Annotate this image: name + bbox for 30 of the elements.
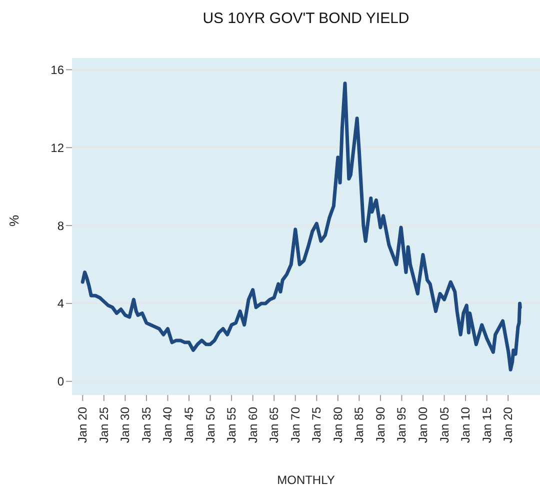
x-tick-label: Jan 00 xyxy=(416,406,430,444)
y-tick-label: 12 xyxy=(50,140,64,155)
x-tick-label: Jan 25 xyxy=(96,406,111,444)
y-tick-label: 8 xyxy=(57,218,64,233)
line-series xyxy=(80,82,522,372)
x-tick-label: Jan 20 xyxy=(76,406,90,444)
x-tick-label: Jan 30 xyxy=(118,406,132,444)
chart-title: US 10YR GOV'T BOND YIELD xyxy=(202,10,410,27)
x-tick-label: Jan 65 xyxy=(267,406,282,444)
x-tick-label: Jan 20 xyxy=(501,406,516,444)
x-tick-label: Jan 85 xyxy=(352,406,366,444)
x-tick-label: Jan 50 xyxy=(203,406,218,444)
x-tick-label: Jan 45 xyxy=(182,406,196,444)
x-tick-label: Jan 10 xyxy=(458,406,473,444)
y-axis-title: % xyxy=(6,214,22,226)
x-tick-label: Jan 55 xyxy=(224,406,239,444)
x-tick-label: Jan 90 xyxy=(373,406,388,444)
x-tick-label: Jan 40 xyxy=(160,406,175,444)
y-tick-label: 4 xyxy=(57,296,64,311)
x-tick-label: Jan 75 xyxy=(310,406,324,444)
x-axis-title: MONTHLY xyxy=(277,473,335,486)
x-tick-label: Jan 60 xyxy=(246,406,260,444)
y-tick-label: 0 xyxy=(57,374,64,389)
x-tick-label: Jan 70 xyxy=(288,406,302,444)
x-tick-label: Jan 95 xyxy=(394,406,409,444)
x-tick-label: Jan 05 xyxy=(437,406,452,444)
x-tick-label: Jan 80 xyxy=(330,406,345,444)
y-tick-label: 16 xyxy=(50,62,64,77)
x-tick-label: Jan 15 xyxy=(480,406,494,444)
x-tick-label: Jan 35 xyxy=(139,406,154,444)
